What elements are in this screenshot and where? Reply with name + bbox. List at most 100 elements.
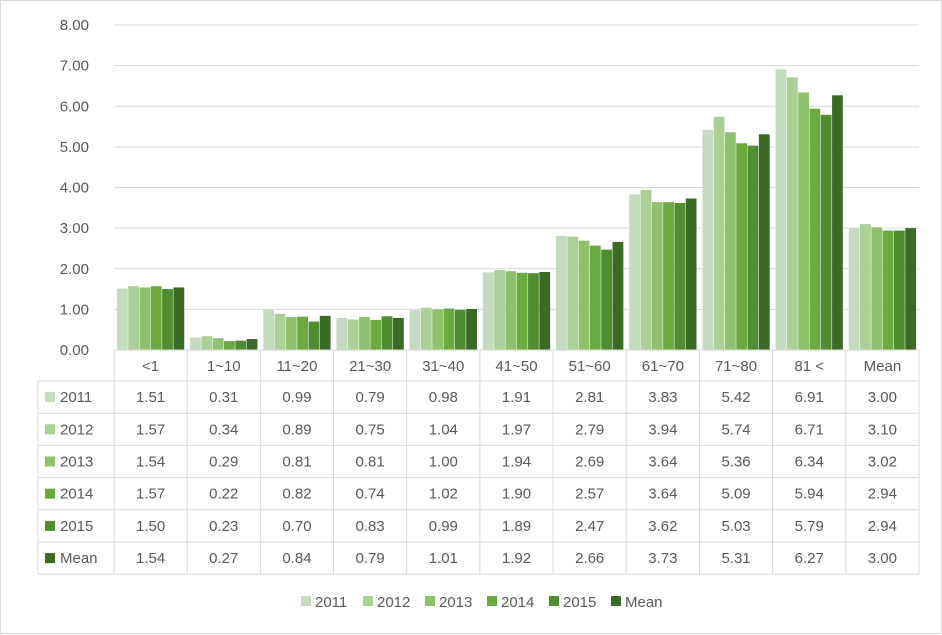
table-row-label: 2013 xyxy=(60,454,93,471)
bar-2011-4 xyxy=(409,310,421,350)
table-cell-value: 3.73 xyxy=(648,550,677,567)
bar-2014-7 xyxy=(663,202,674,350)
table-cell-value: 1.50 xyxy=(136,518,165,535)
bar-mean-8 xyxy=(758,134,770,350)
table-cell-value: 2.57 xyxy=(575,486,604,503)
legend-label: Mean xyxy=(625,594,663,611)
bar-2014-10 xyxy=(882,230,894,350)
bar-mean-2 xyxy=(319,315,331,350)
bar-2015-7 xyxy=(674,202,686,350)
bar-2012-9 xyxy=(786,77,798,350)
table-cell-value: 1.01 xyxy=(429,550,458,567)
bar-2012-4 xyxy=(420,307,432,350)
table-cell-value: 0.79 xyxy=(356,389,385,406)
table-cell-value: 0.81 xyxy=(356,454,385,471)
table-cell-value: 3.00 xyxy=(868,389,897,406)
legend-label: 2014 xyxy=(501,594,534,611)
table-cell-value: 0.81 xyxy=(282,454,311,471)
table-cell-value: 1.51 xyxy=(136,389,165,406)
bar-mean-5 xyxy=(539,272,551,350)
table-row-label: 2012 xyxy=(60,421,93,438)
bar-mean-0 xyxy=(173,287,185,350)
category-label: 21~30 xyxy=(349,358,391,375)
legend-key-2015 xyxy=(549,596,559,606)
table-row-label: 2015 xyxy=(60,518,93,535)
table-cell-value: 5.74 xyxy=(721,421,750,438)
bar-2014-0 xyxy=(150,286,162,350)
table-cell-value: 6.91 xyxy=(795,389,824,406)
table-cell-value: 5.94 xyxy=(795,486,824,503)
bar-mean-9 xyxy=(832,95,843,350)
legend-key-mean xyxy=(611,596,621,606)
bar-2014-5 xyxy=(516,272,528,350)
bar-2015-4 xyxy=(454,309,466,350)
bar-2015-1 xyxy=(235,340,247,350)
table-cell-value: 0.98 xyxy=(429,389,458,406)
table-cell-value: 2.69 xyxy=(575,454,604,471)
table-cell-value: 6.71 xyxy=(795,421,824,438)
bar-2013-10 xyxy=(871,227,883,350)
table-cell-value: 6.34 xyxy=(795,454,824,471)
table-cell-value: 1.54 xyxy=(136,550,165,567)
bar-2013-5 xyxy=(505,271,517,350)
y-tick-label: 1.00 xyxy=(60,301,89,318)
legend-label: 2013 xyxy=(439,594,472,611)
bar-2012-10 xyxy=(860,224,871,350)
table-cell-value: 1.94 xyxy=(502,454,531,471)
table-legend-key xyxy=(45,424,55,435)
category-label: 1~10 xyxy=(207,358,241,375)
category-label: 71~80 xyxy=(715,358,757,375)
bar-2014-9 xyxy=(809,108,821,350)
bar-2011-10 xyxy=(848,228,860,350)
table-cell-value: 2.94 xyxy=(868,486,897,503)
table-cell-value: 2.94 xyxy=(868,518,897,535)
bar-mean-3 xyxy=(392,317,404,350)
table-legend-key xyxy=(45,553,55,564)
table-cell-value: 0.29 xyxy=(209,454,238,471)
table-cell-value: 0.79 xyxy=(356,550,385,567)
bar-2013-6 xyxy=(578,240,590,350)
bar-2014-4 xyxy=(443,308,455,350)
bar-2011-8 xyxy=(702,129,714,350)
bar-2014-8 xyxy=(736,143,748,350)
bar-2012-2 xyxy=(274,313,286,350)
category-label: 41~50 xyxy=(495,358,537,375)
bar-2012-7 xyxy=(640,189,652,350)
table-cell-value: 1.54 xyxy=(136,454,165,471)
bar-2013-3 xyxy=(359,317,370,350)
bar-mean-4 xyxy=(466,308,477,350)
legend-key-2012 xyxy=(363,596,373,606)
bar-2014-6 xyxy=(589,245,601,350)
bar-2015-3 xyxy=(381,316,393,350)
bar-2013-1 xyxy=(212,338,224,350)
bar-2012-1 xyxy=(201,336,213,350)
y-tick-label: 6.00 xyxy=(60,98,89,115)
bar-2015-0 xyxy=(162,289,173,350)
bar-2011-9 xyxy=(775,69,787,350)
table-cell-value: 1.57 xyxy=(136,421,165,438)
table-row-label: 2014 xyxy=(60,486,93,503)
table-cell-value: 0.82 xyxy=(282,486,311,503)
y-tick-label: 5.00 xyxy=(60,139,89,156)
table-cell-value: 3.62 xyxy=(648,518,677,535)
bar-2011-3 xyxy=(336,317,348,350)
table-cell-value: 0.75 xyxy=(356,421,385,438)
bar-mean-10 xyxy=(905,228,917,350)
table-cell-value: 5.79 xyxy=(795,518,824,535)
table-cell-value: 1.00 xyxy=(429,454,458,471)
table-cell-value: 3.94 xyxy=(648,421,677,438)
table-cell-value: 2.66 xyxy=(575,550,604,567)
table-cell-value: 0.70 xyxy=(282,518,311,535)
table-legend-key xyxy=(45,392,55,403)
bar-2011-7 xyxy=(629,194,641,350)
table-cell-value: 0.22 xyxy=(209,486,238,503)
table-cell-value: 0.99 xyxy=(429,518,458,535)
y-tick-label: 3.00 xyxy=(60,220,89,237)
bar-mean-1 xyxy=(246,339,258,350)
table-cell-value: 1.91 xyxy=(502,389,531,406)
table-cell-value: 3.83 xyxy=(648,389,677,406)
bar-2015-5 xyxy=(528,273,539,350)
bar-2013-7 xyxy=(651,202,663,350)
